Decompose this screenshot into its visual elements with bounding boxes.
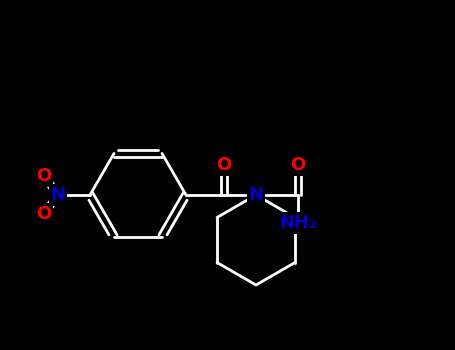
Text: O: O: [36, 205, 51, 223]
Text: N: N: [51, 186, 66, 204]
Text: O: O: [36, 167, 51, 185]
Text: O: O: [217, 156, 232, 174]
Text: N: N: [248, 186, 263, 204]
Text: NH₂: NH₂: [279, 214, 317, 232]
Text: O: O: [290, 156, 306, 174]
